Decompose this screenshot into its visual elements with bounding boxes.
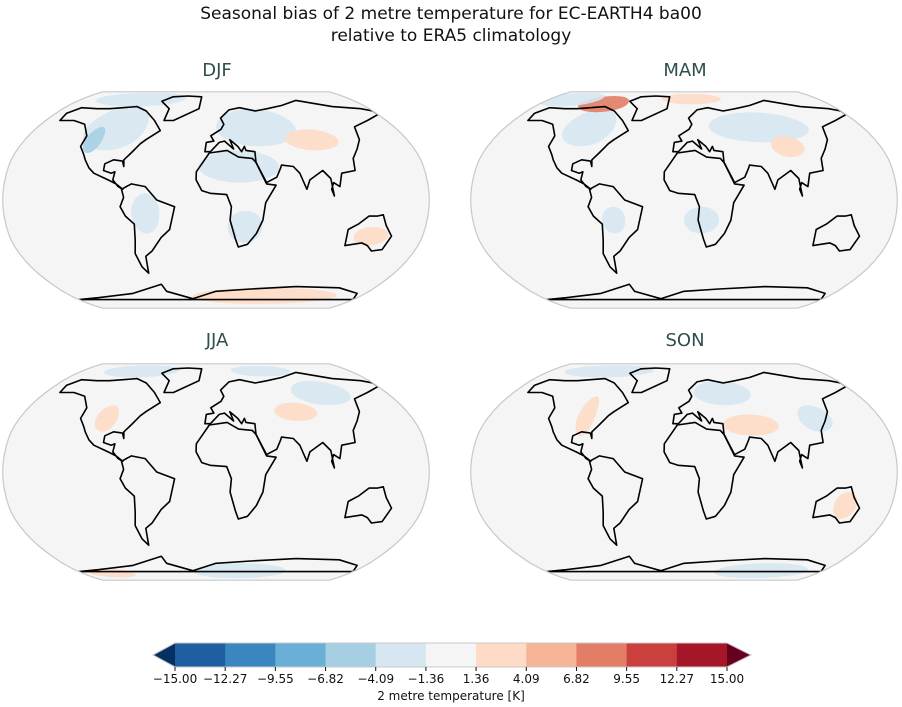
bias-patch [770, 135, 805, 158]
map-mam [470, 91, 898, 309]
coastline-africa [195, 421, 277, 520]
coastline-north-america [59, 377, 162, 463]
coastline-africa [195, 149, 277, 248]
coastline-eurasia [204, 99, 379, 197]
colorbar-bin [375, 643, 427, 667]
coastline-greenland [161, 95, 203, 122]
coastline-greenland [629, 95, 671, 122]
coastline-antarctica [78, 283, 358, 301]
colorbar-tick-label: −12.27 [202, 672, 248, 686]
coastline-eurasia [204, 371, 379, 469]
bias-patch [131, 193, 160, 234]
bias-patch [82, 126, 106, 153]
coastline-africa [663, 421, 745, 520]
colorbar-tick-label: 12.27 [659, 672, 694, 686]
colorbar-bin [626, 643, 678, 667]
bias-patch [216, 108, 297, 147]
map-outline [470, 91, 898, 309]
bias-patch [723, 414, 779, 436]
bias-patch [274, 402, 318, 421]
colorbar-label: 2 metre temperature [K] [377, 689, 525, 703]
bias-patch [103, 365, 180, 378]
colorbar-tick-label: −1.36 [407, 672, 445, 686]
coastline-eurasia [672, 371, 847, 469]
colorbar-bin [526, 643, 577, 667]
colorbar-tick-label: 4.09 [512, 672, 540, 686]
bias-patch [693, 380, 751, 406]
figure-title-line1: Seasonal bias of 2 metre temperature for… [200, 4, 702, 24]
colorbar-tick-label: 6.82 [563, 672, 590, 686]
coastline-north-america [527, 377, 630, 463]
map-djf [2, 91, 430, 309]
colorbar-tick-label: 15.00 [709, 672, 745, 686]
coastline-africa [663, 149, 745, 248]
colorbar-bin [175, 643, 226, 667]
panel-title-jja: JJA [205, 330, 229, 351]
bias-patch [94, 405, 119, 432]
map-background [470, 91, 898, 309]
map-outline [2, 91, 430, 309]
coastline-south-america [119, 183, 176, 274]
coastline-south-america [587, 455, 644, 546]
colorbar-bin [275, 643, 327, 667]
bias-patch [540, 92, 605, 107]
bias-patch [562, 108, 617, 147]
colorbar-bin [325, 643, 377, 667]
coastline-south-america [119, 455, 176, 546]
bias-patch [661, 93, 721, 105]
colorbar-bin [476, 643, 527, 667]
colorbar-tick-label: −15.00 [152, 672, 198, 686]
coastline-australia [344, 214, 393, 252]
bias-patch [353, 226, 389, 246]
map-background [2, 363, 430, 581]
coastline-north-america [527, 105, 630, 191]
colorbar-bin [425, 643, 477, 667]
colorbar-tick-label: 9.55 [613, 672, 640, 686]
coastline-antarctica [78, 555, 358, 573]
map-son [470, 363, 898, 581]
colorbar-tick-label: 1.36 [462, 672, 490, 686]
colorbar-over-triangle [727, 643, 751, 667]
coastline-australia [344, 486, 393, 524]
coastline-australia [812, 486, 861, 524]
map-jja [2, 363, 430, 581]
panel-title-djf: DJF [202, 60, 232, 81]
map-outline [470, 363, 898, 581]
bias-patch [684, 206, 720, 234]
colorbar-under-triangle [153, 643, 175, 667]
bias-patch [714, 563, 809, 579]
bias-patch [601, 206, 626, 234]
coastline-australia [812, 214, 861, 252]
bias-patch [198, 150, 280, 183]
coastline-antarctica [546, 283, 826, 301]
bias-patch [708, 112, 809, 143]
coastline-north-america [59, 105, 162, 191]
colorbar [151, 642, 753, 671]
colorbar-bin [225, 643, 276, 667]
bias-patch [833, 492, 858, 519]
colorbar-tick-label: −4.09 [357, 672, 395, 686]
bias-patch [193, 563, 286, 579]
bias-patch [285, 129, 339, 151]
coastline-greenland [629, 367, 671, 394]
coastline-eurasia [672, 99, 847, 197]
colorbar-tick-label: −6.82 [307, 672, 344, 686]
map-outline [2, 363, 430, 581]
figure-title-line2: relative to ERA5 climatology [330, 26, 572, 46]
colorbar-bin [676, 643, 728, 667]
coastline-greenland [161, 367, 203, 394]
colorbar-bin [576, 643, 628, 667]
bias-patch [575, 396, 599, 436]
panel-title-mam: MAM [663, 60, 707, 81]
coastline-south-america [587, 183, 644, 274]
bias-patch [227, 210, 263, 243]
map-background [2, 91, 430, 309]
map-background [470, 363, 898, 581]
panel-title-son: SON [665, 330, 705, 351]
bias-patch [230, 365, 291, 377]
bias-patch [290, 380, 351, 406]
coastline-antarctica [546, 555, 826, 573]
colorbar-tick-label: −9.55 [256, 672, 294, 686]
